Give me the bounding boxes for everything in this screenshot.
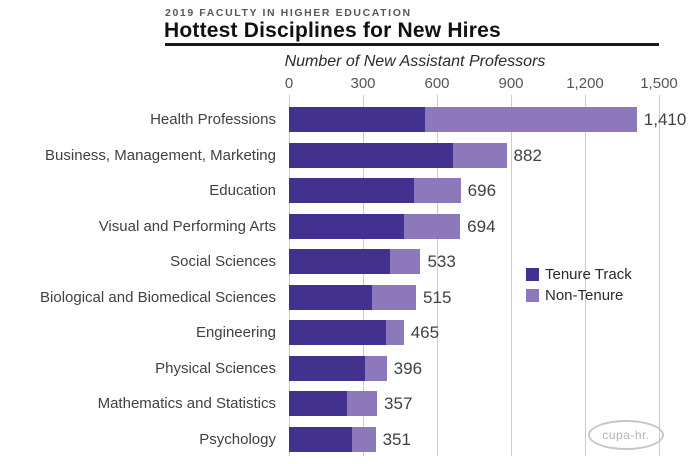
category-label: Social Sciences <box>170 253 276 270</box>
bar-value-label: 515 <box>423 287 452 307</box>
x-tick-label: 1,500 <box>640 75 678 92</box>
bar-value-label: 694 <box>467 216 496 236</box>
bar-segment-non-tenure <box>364 355 387 381</box>
stacked-bar <box>289 142 507 168</box>
tenure-track-swatch <box>526 268 539 281</box>
category-label: Biological and Biomedical Sciences <box>40 288 276 306</box>
non-tenure-swatch <box>526 289 539 302</box>
gridline <box>511 95 512 456</box>
bar-value-label: 882 <box>513 145 542 165</box>
x-axis-title: Number of New Assistant Professors <box>284 53 546 70</box>
category-labels: Health Professions Business, Management, … <box>0 95 282 456</box>
stacked-bar <box>289 178 461 203</box>
bar-segment-tenure-track <box>289 249 391 274</box>
bar-segment-tenure-track <box>289 142 454 168</box>
cupa-hr-logo: cupa-hr. <box>588 420 664 450</box>
stacked-bar <box>289 355 387 381</box>
bar-value-label: 1,410 <box>643 110 687 129</box>
legend-item-tenure-track: Tenure Track <box>526 266 632 283</box>
category-label: Engineering <box>195 324 276 341</box>
bar-segment-non-tenure <box>352 426 376 452</box>
bar-value-label: 533 <box>427 252 456 271</box>
legend-item-non-tenure: Non-Tenure <box>526 287 632 304</box>
chart-kicker: 2019 FACULTY IN HIGHER EDUCATION <box>165 7 412 19</box>
stacked-bar <box>289 284 417 310</box>
gridline <box>363 95 364 456</box>
gridline <box>437 95 438 456</box>
bar-segment-tenure-track <box>289 284 373 310</box>
bar-value-label: 357 <box>384 394 413 413</box>
bar-segment-non-tenure <box>453 142 507 168</box>
bar-segment-non-tenure <box>385 320 404 345</box>
bar-segment-non-tenure <box>390 249 421 274</box>
legend: Tenure Track Non-Tenure <box>526 266 632 308</box>
bar-value-label: 465 <box>410 323 440 342</box>
stacked-bar <box>289 107 637 132</box>
plot-area: 1,410 882 696 694 533 515 465 396 357 351 <box>289 95 686 456</box>
x-axis-ticks: 0 300 600 900 1,200 1,500 <box>0 75 700 93</box>
category-label: Health Professions <box>150 111 276 128</box>
bar-segment-non-tenure <box>413 178 461 203</box>
bar-segment-tenure-track <box>289 213 404 239</box>
cupa-hr-logo-text: cupa-hr. <box>602 428 650 442</box>
category-label: Education <box>209 182 276 199</box>
stacked-bar <box>289 391 378 416</box>
category-label: Psychology <box>199 430 276 448</box>
category-label: Mathematics and Statistics <box>97 395 276 412</box>
bar-segment-tenure-track <box>289 107 425 132</box>
bar-segment-tenure-track <box>289 391 347 416</box>
bar-segment-tenure-track <box>289 178 414 203</box>
x-tick-label: 300 <box>350 75 376 92</box>
category-label: Physical Sciences <box>155 359 276 377</box>
bar-segment-non-tenure <box>346 391 378 416</box>
stacked-bar <box>289 249 421 274</box>
stacked-bar <box>289 320 404 345</box>
bar-segment-non-tenure <box>403 213 461 239</box>
stacked-bar <box>289 426 376 452</box>
gridline <box>585 95 586 456</box>
x-tick-label: 900 <box>498 75 524 92</box>
bar-segment-tenure-track <box>289 355 365 381</box>
x-tick-label: 0 <box>284 75 294 92</box>
bar-segment-tenure-track <box>289 426 353 452</box>
category-label: Visual and Performing Arts <box>98 217 276 235</box>
bar-value-label: 396 <box>393 358 423 378</box>
bar-segment-non-tenure <box>424 107 637 132</box>
category-label: Business, Management, Marketing <box>45 146 276 164</box>
legend-label: Non-Tenure <box>545 287 624 304</box>
bar-segment-non-tenure <box>372 284 417 310</box>
title-divider <box>165 43 659 46</box>
bar-value-label: 696 <box>467 181 497 200</box>
x-tick-label: 600 <box>424 75 450 92</box>
x-tick-label: 1,200 <box>566 75 604 92</box>
gridline <box>659 95 660 456</box>
chart-title: Hottest Disciplines for New Hires <box>164 19 501 42</box>
legend-label: Tenure Track <box>545 266 632 283</box>
gridline <box>289 95 290 456</box>
stacked-bar <box>289 213 461 239</box>
bar-value-label: 351 <box>382 429 411 449</box>
bar-segment-tenure-track <box>289 320 386 345</box>
